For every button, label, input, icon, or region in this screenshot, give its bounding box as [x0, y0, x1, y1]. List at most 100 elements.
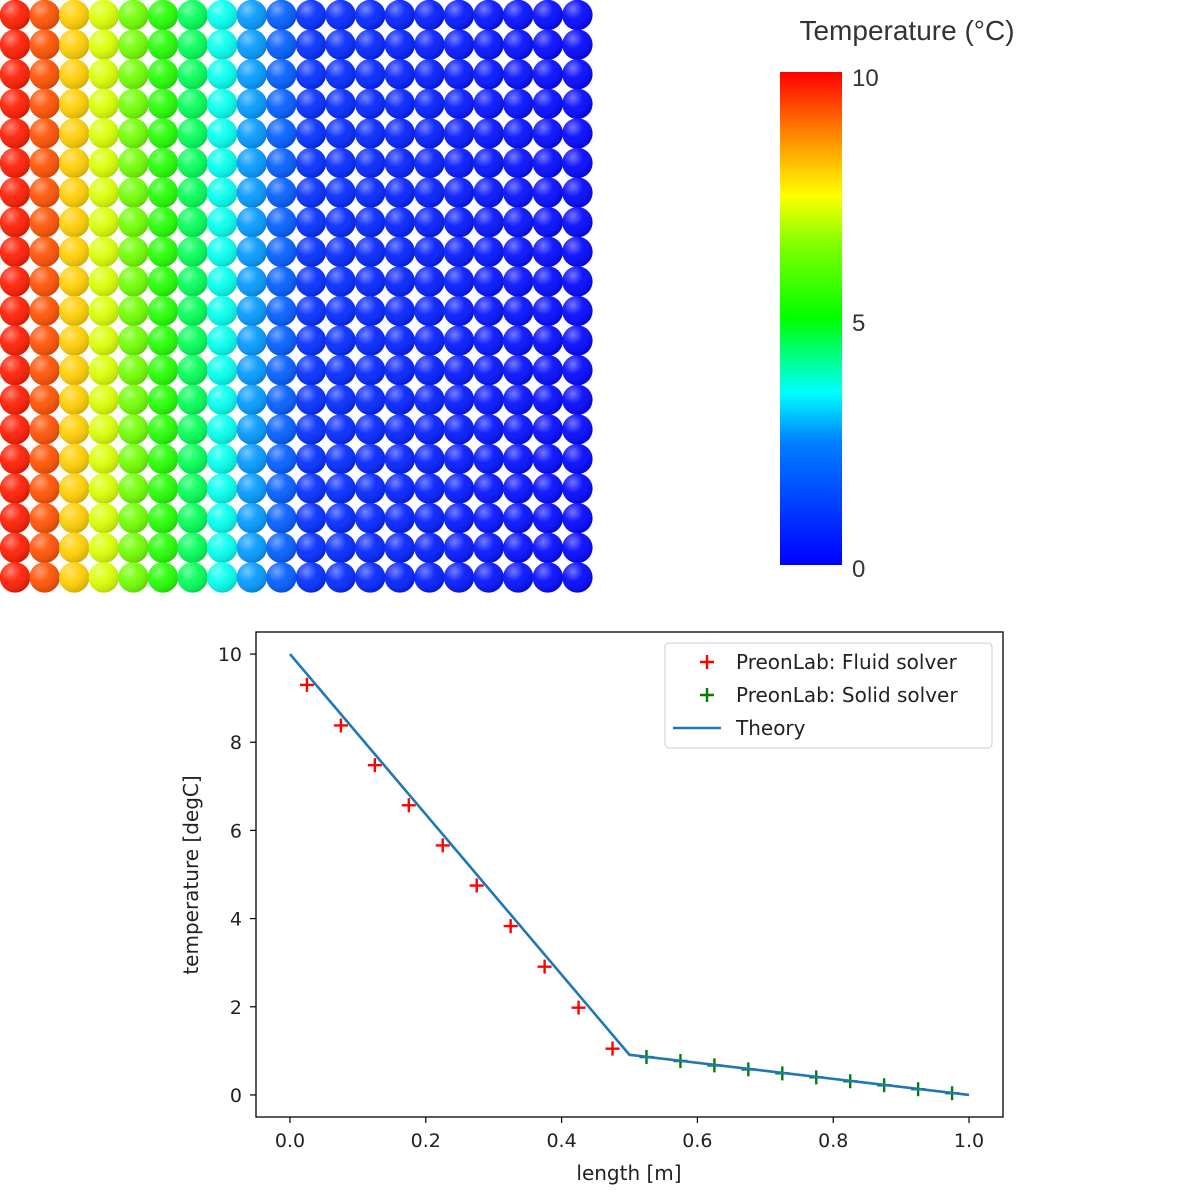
- particle-shading: [236, 473, 267, 504]
- series-line-theory: [288, 653, 970, 1097]
- particle-shading: [414, 562, 445, 593]
- particle-shading: [236, 443, 267, 475]
- particle-shading: [355, 562, 386, 593]
- particle-shading: [177, 384, 208, 415]
- particle-shading: [384, 88, 415, 120]
- particle-shading: [236, 58, 267, 90]
- particle-shading: [177, 295, 208, 327]
- particle-shading: [88, 503, 120, 534]
- particle-shading: [443, 295, 475, 327]
- particle-shading: [266, 532, 297, 563]
- particle-shading: [532, 58, 563, 90]
- particle-shading: [473, 503, 504, 534]
- particle-shading: [295, 295, 327, 327]
- particle-shading: [325, 414, 356, 445]
- particle-shading: [414, 414, 445, 445]
- particle-shading: [118, 147, 149, 179]
- particle-shading: [532, 177, 563, 208]
- fluid-data-point: [299, 677, 314, 692]
- particle-shading: [443, 384, 475, 415]
- particle-shading: [355, 532, 386, 563]
- particle-shading: [503, 384, 534, 415]
- particle-shading: [29, 443, 60, 475]
- particle-shading: [503, 443, 534, 475]
- particle-shading: [355, 355, 386, 386]
- particle-shading: [207, 29, 238, 60]
- particle-shading: [414, 0, 445, 31]
- particle-shading: [325, 118, 356, 149]
- particle-shading: [236, 414, 267, 445]
- particle-shading: [355, 0, 386, 31]
- fluid-data-point: [401, 798, 416, 813]
- particle-shading: [118, 236, 149, 267]
- particle-shading: [325, 88, 356, 120]
- legend-marker-fluid: [700, 655, 714, 669]
- particle-shading: [29, 325, 60, 356]
- particle-shading: [325, 355, 356, 386]
- particle-shading: [503, 147, 534, 179]
- particle-shading: [473, 0, 504, 31]
- particle-shading: [355, 177, 386, 208]
- particle-shading: [443, 207, 475, 238]
- particle-shading: [384, 503, 415, 534]
- particle-shading: [384, 325, 415, 356]
- particle-shading: [295, 236, 327, 267]
- particle-shading: [236, 295, 267, 327]
- particle-shading: [207, 355, 238, 386]
- particle-shading: [266, 503, 297, 534]
- particle-shading: [266, 384, 297, 415]
- particle-shading: [325, 443, 356, 475]
- particle-shading: [562, 473, 593, 504]
- particle-shading: [58, 88, 90, 120]
- particle-shading: [355, 414, 386, 445]
- particle-shading: [29, 473, 60, 504]
- particle-shading: [0, 118, 31, 149]
- particle-shading: [118, 118, 149, 149]
- particle-shading: [147, 118, 179, 149]
- particle-shading: [207, 295, 238, 327]
- particle-shading: [443, 325, 475, 356]
- particle-shading: [473, 207, 504, 238]
- y-tick-label: 2: [230, 997, 242, 1019]
- particle-shading: [414, 325, 445, 356]
- particle-shading: [473, 473, 504, 504]
- particle-shading: [58, 355, 90, 386]
- particle-shading: [443, 88, 475, 120]
- particle-shading: [325, 562, 356, 593]
- y-tick-label: 10: [218, 644, 242, 666]
- particle-shading: [443, 266, 475, 297]
- particle-shading: [325, 266, 356, 297]
- particle-grid: [0, 0, 593, 593]
- particle-shading: [29, 58, 60, 90]
- particle-shading: [88, 325, 120, 356]
- particle-shading: [443, 177, 475, 208]
- particle-shading: [236, 88, 267, 120]
- particle-shading: [177, 355, 208, 386]
- particle-shading: [236, 29, 267, 60]
- particle-shading: [443, 503, 475, 534]
- particle-shading: [532, 443, 563, 475]
- particle-shading: [177, 118, 208, 149]
- particle-shading: [473, 414, 504, 445]
- particle-shading: [414, 29, 445, 60]
- particle-shading: [266, 473, 297, 504]
- particle-shading: [58, 207, 90, 238]
- colorbar-tick-min: 0: [852, 556, 865, 583]
- fluid-data-point: [605, 1041, 620, 1056]
- particle-shading: [88, 58, 120, 90]
- particle-shading: [29, 532, 60, 563]
- particle-shading: [562, 236, 593, 267]
- x-tick-label: 0.6: [682, 1130, 712, 1152]
- particle-shading: [147, 295, 179, 327]
- particle-shading: [29, 118, 60, 149]
- particle-shading: [295, 266, 327, 297]
- particle-shading: [414, 58, 445, 90]
- particle-shading: [503, 473, 534, 504]
- x-axis-label: length [m]: [576, 1161, 681, 1185]
- y-tick-label: 8: [230, 732, 242, 754]
- particle-shading: [59, 0, 90, 31]
- particle-shading: [177, 325, 208, 356]
- particle-shading: [147, 355, 179, 386]
- particle-shading: [503, 236, 534, 267]
- particle-shading: [295, 355, 327, 386]
